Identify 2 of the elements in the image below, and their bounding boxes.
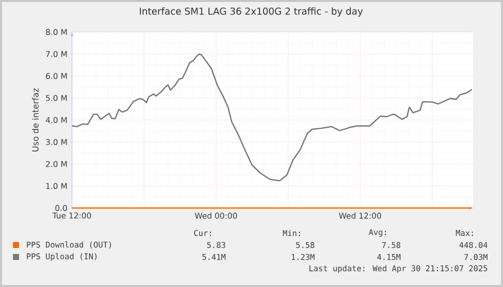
y-axis-title: Uso de interfaz [32,88,39,152]
chart-title: Interface SM1 LAG 36 2x100G 2 traffic - by day [140,7,363,17]
